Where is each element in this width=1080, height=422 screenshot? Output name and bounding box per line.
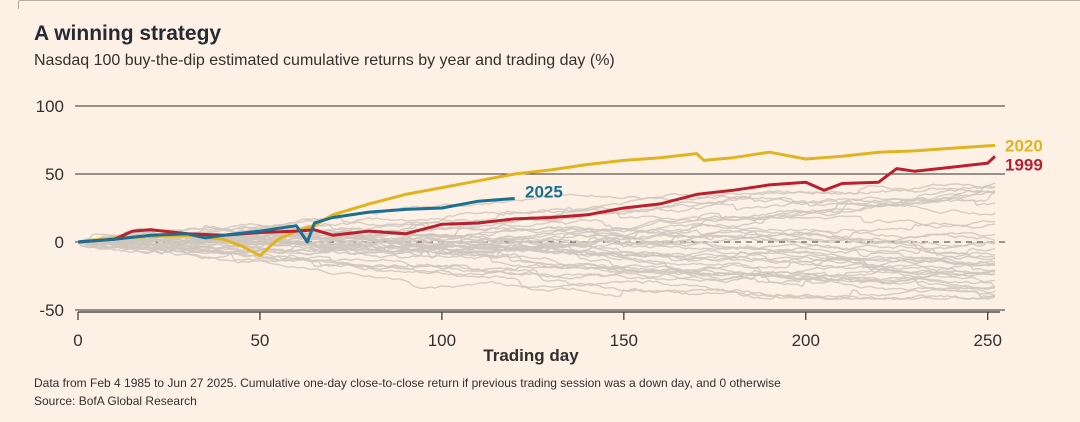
y-tick-label: 0 (55, 233, 64, 252)
source-note: Source: BofA Global Research (34, 394, 197, 408)
background-year-line (77, 241, 996, 300)
background-year-line (77, 230, 995, 271)
x-tick-label: 250 (974, 331, 1002, 350)
series-line-2025 (77, 197, 515, 244)
background-year-line (77, 228, 996, 256)
top-frame-line (18, 0, 1080, 9)
series-line-2020 (77, 143, 996, 258)
x-axis-label: Trading day (483, 346, 579, 365)
y-tick-label: -50 (39, 301, 64, 320)
chart-title: A winning strategy (34, 22, 222, 45)
background-year-line (78, 239, 996, 285)
axes: 0 50 100 150 200 250 -50 0 50 100 Trading day (36, 97, 1002, 365)
series-label-1999: 1999 (1005, 155, 1043, 174)
x-tick-label: 200 (792, 331, 820, 350)
footnote: Data from Feb 4 1985 to Jun 27 2025. Cum… (34, 376, 781, 390)
background-year-line (77, 232, 996, 275)
y-tick-label: 50 (45, 165, 64, 184)
series-label-2025: 2025 (525, 182, 563, 201)
background-year-line (77, 241, 996, 290)
highlighted-series (77, 143, 997, 258)
background-year-line (77, 195, 996, 244)
x-tick-label: 150 (610, 331, 638, 350)
y-tick-label: 100 (36, 97, 64, 116)
chart-subtitle: Nasdaq 100 buy-the-dip estimated cumulat… (34, 52, 615, 69)
x-tick-label: 0 (73, 331, 82, 350)
x-tick-label: 50 (250, 331, 269, 350)
x-tick-label: 100 (428, 331, 456, 350)
series-label-2020: 2020 (1005, 136, 1043, 155)
